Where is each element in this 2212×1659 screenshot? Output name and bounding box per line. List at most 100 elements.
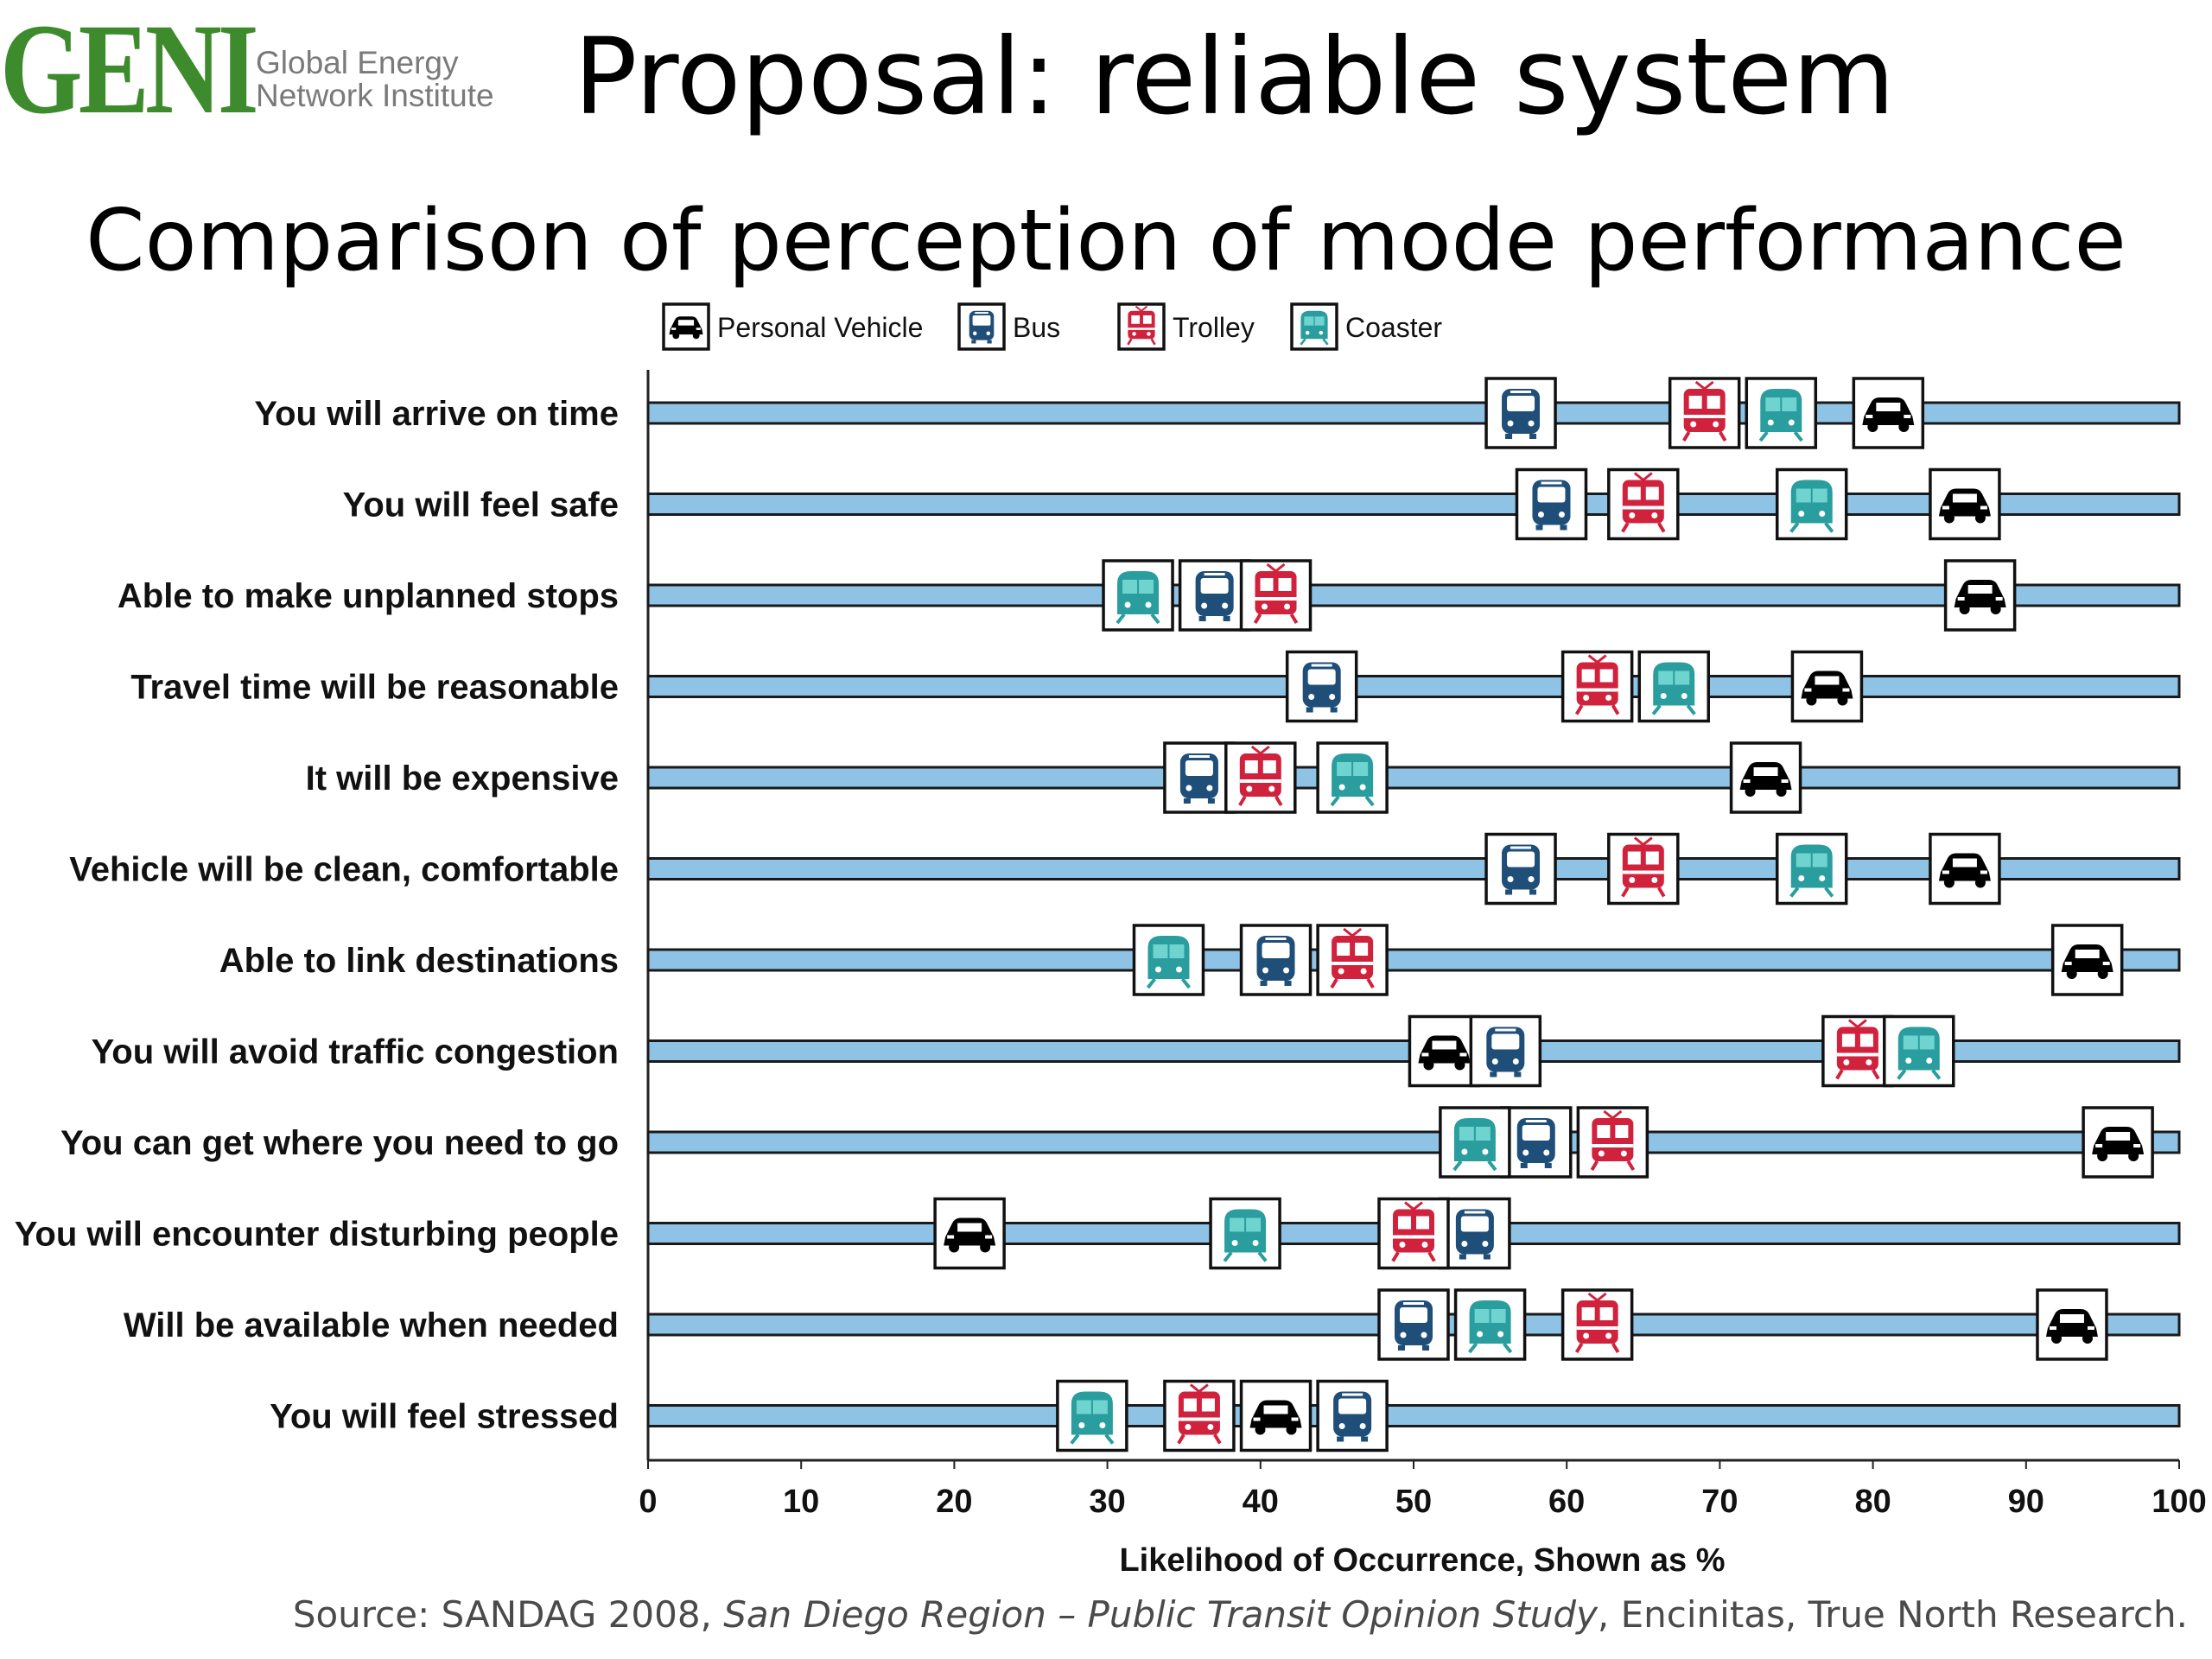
marker-coaster-icon	[1132, 924, 1205, 996]
marker-trolley-icon	[1821, 1014, 1894, 1088]
category-label: You will avoid traffic congestion	[92, 1033, 619, 1071]
marker-bus-icon	[1285, 650, 1358, 723]
category-label: You will feel safe	[343, 486, 619, 524]
x-tick-label: 70	[1701, 1484, 1738, 1520]
row-bar	[646, 583, 2181, 607]
row-bar	[646, 766, 2181, 790]
marker-trolley-icon	[1377, 1197, 1450, 1270]
chart-row: You can get where you need to go	[60, 1106, 2181, 1179]
row-bar	[646, 857, 2181, 880]
category-label: You will arrive on time	[254, 395, 619, 433]
marker-car-icon	[1929, 832, 2001, 906]
x-tick-label: 80	[1854, 1484, 1891, 1520]
chart-row: You will encounter disturbing people	[15, 1197, 2181, 1270]
row-bar	[646, 1404, 2181, 1427]
chart-row: Travel time will be reasonable	[130, 650, 2181, 723]
marker-bus-icon	[1316, 1379, 1389, 1452]
legend-bus-icon	[957, 302, 1006, 351]
chart-row: Able to make unplanned stops	[118, 559, 2181, 632]
geni-logo-line1: Global Energy	[256, 45, 459, 80]
source-suffix: , Encinitas, True North Research.	[1597, 1593, 2188, 1636]
chart-row: Able to link destinations	[219, 924, 2181, 996]
marker-trolley-icon	[1668, 377, 1741, 449]
marker-bus-icon	[1515, 467, 1588, 541]
marker-bus-icon	[1484, 832, 1557, 906]
x-tick-label: 40	[1243, 1484, 1279, 1520]
row-bar	[646, 948, 2181, 972]
legend-label: Trolley	[1173, 312, 1255, 343]
marker-bus-icon	[1500, 1106, 1573, 1179]
chart-row: You will feel stressed	[270, 1379, 2181, 1452]
category-label: You can get where you need to go	[60, 1124, 619, 1162]
chart-row: You will avoid traffic congestion	[92, 1014, 2181, 1088]
x-tick-label: 0	[639, 1484, 657, 1520]
row-bar	[646, 401, 2181, 425]
x-tick-label: 60	[1548, 1484, 1585, 1520]
x-tick-label: 90	[2008, 1484, 2044, 1520]
marker-bus-icon	[1469, 1014, 1542, 1088]
geni-logo: GENI Global Energy Network Institute	[0, 0, 518, 141]
marker-coaster-icon	[1745, 377, 1818, 449]
legend-item-trolley: Trolley	[1117, 302, 1255, 351]
marker-coaster-icon	[1316, 741, 1389, 814]
category-label: Able to make unplanned stops	[118, 577, 619, 615]
row-bar	[646, 675, 2181, 698]
marker-bus-icon	[1163, 741, 1236, 814]
category-label: Able to link destinations	[219, 942, 619, 980]
chart-legend: Personal Vehicle Bus Trolley Coaster	[662, 302, 1442, 351]
source-citation: Source: SANDAG 2008, San Diego Region – …	[293, 1593, 2188, 1636]
row-bar	[646, 493, 2181, 516]
x-tick-label: 20	[936, 1484, 972, 1520]
x-tick-label: 10	[783, 1484, 819, 1520]
marker-car-icon	[1790, 650, 1864, 723]
marker-bus-icon	[1377, 1288, 1450, 1361]
x-axis-ticks: 0 10 20 30 40 50 60 70 80 90 100	[639, 1460, 2207, 1520]
geni-logo-word: GENI	[0, 0, 259, 141]
marker-bus-icon	[1239, 924, 1313, 996]
marker-trolley-icon	[1316, 924, 1389, 996]
category-label: It will be expensive	[306, 760, 619, 798]
chart-row: Will be available when needed	[124, 1288, 2181, 1361]
marker-coaster-icon	[1637, 650, 1710, 723]
chart-row: You will feel safe	[343, 467, 2181, 541]
marker-coaster-icon	[1883, 1014, 1955, 1088]
marker-trolley-icon	[1224, 741, 1297, 814]
marker-car-icon	[1408, 1014, 1481, 1088]
slide-title: Proposal: reliable system	[574, 16, 1896, 138]
source-study-title: San Diego Region – Public Transit Opinio…	[723, 1593, 1598, 1636]
marker-coaster-icon	[1775, 467, 1848, 541]
marker-car-icon	[1929, 467, 2001, 541]
marker-trolley-icon	[1163, 1379, 1236, 1452]
chart-row: Vehicle will be clean, comfortable	[69, 832, 2181, 906]
legend-car-icon	[662, 302, 710, 351]
legend-label: Bus	[1013, 312, 1060, 343]
legend-item-coaster: Coaster	[1290, 302, 1442, 351]
legend-label: Personal Vehicle	[717, 312, 923, 343]
marker-trolley-icon	[1607, 467, 1680, 541]
legend-coaster-icon	[1290, 302, 1338, 351]
marker-car-icon	[933, 1197, 1006, 1270]
x-tick-label: 50	[1395, 1484, 1432, 1520]
legend-label: Coaster	[1345, 312, 1442, 343]
marker-trolley-icon	[1560, 1288, 1634, 1361]
geni-logo-line2: Network Institute	[256, 78, 494, 113]
marker-coaster-icon	[1102, 559, 1174, 632]
marker-car-icon	[1239, 1379, 1313, 1452]
marker-car-icon	[2082, 1106, 2154, 1179]
marker-car-icon	[1852, 377, 1925, 449]
category-label: You will encounter disturbing people	[15, 1216, 619, 1254]
source-prefix: Source: SANDAG 2008,	[292, 1593, 724, 1636]
x-tick-label: 100	[2152, 1484, 2206, 1520]
category-label: Vehicle will be clean, comfortable	[69, 851, 619, 889]
category-label: Will be available when needed	[124, 1306, 619, 1344]
chart-row: It will be expensive	[306, 741, 2181, 814]
marker-trolley-icon	[1576, 1106, 1649, 1179]
marker-bus-icon	[1178, 559, 1251, 632]
marker-coaster-icon	[1056, 1379, 1128, 1452]
marker-coaster-icon	[1209, 1197, 1281, 1270]
category-label: You will feel stressed	[270, 1398, 619, 1436]
marker-trolley-icon	[1560, 650, 1634, 723]
x-axis-label: Likelihood of Occurrence, Shown as %	[1119, 1542, 1725, 1579]
marker-coaster-icon	[1439, 1106, 1511, 1179]
